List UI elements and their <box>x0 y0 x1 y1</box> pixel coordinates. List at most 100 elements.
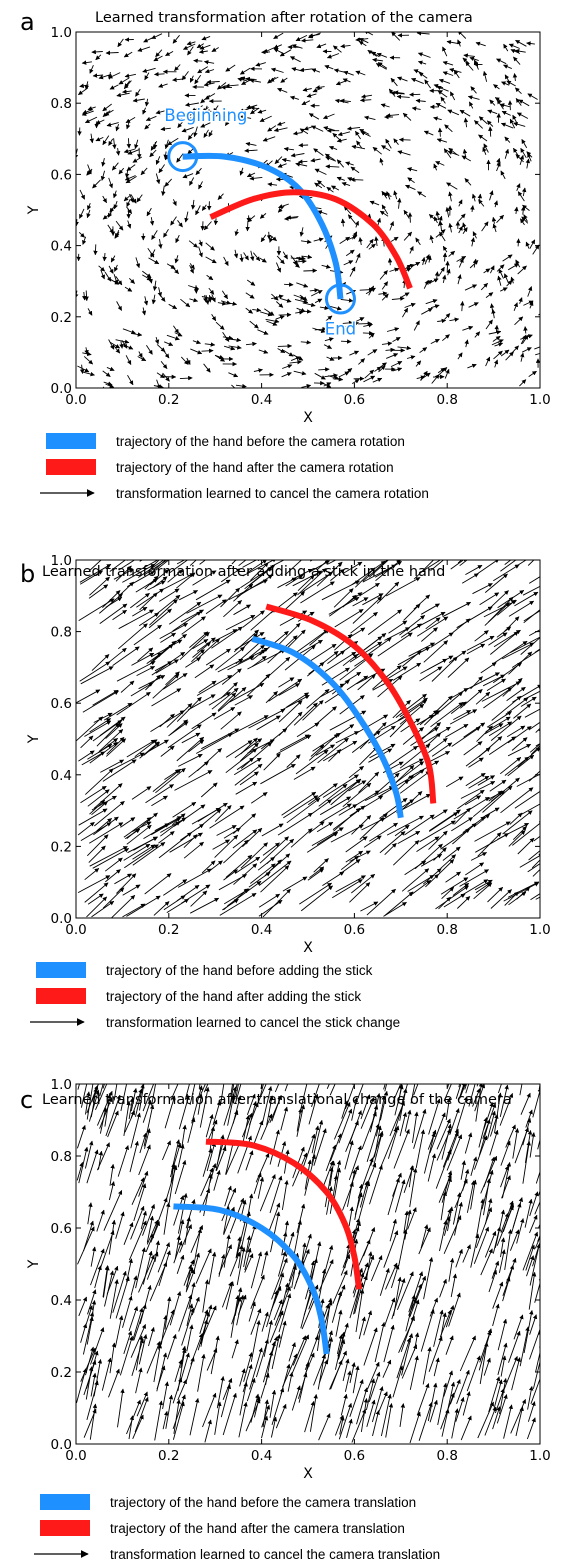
field-arrow <box>108 277 120 285</box>
field-arrow <box>295 749 329 775</box>
field-arrow <box>176 1254 185 1274</box>
field-arrow <box>334 98 349 104</box>
field-arrow <box>433 1309 444 1347</box>
field-arrow <box>329 1133 342 1162</box>
field-arrow <box>407 167 418 172</box>
field-arrow <box>149 217 155 226</box>
field-arrow <box>181 71 189 81</box>
field-arrow <box>150 1221 160 1243</box>
field-arrow <box>477 775 495 786</box>
field-arrow <box>302 87 312 92</box>
field-arrow <box>428 1336 443 1372</box>
field-arrow <box>238 560 247 567</box>
field-arrow <box>296 282 309 288</box>
field-arrow <box>260 560 262 561</box>
field-arrow <box>460 1415 472 1441</box>
field-arrow <box>479 592 500 606</box>
field-arrow <box>366 888 396 916</box>
field-arrow <box>291 568 313 581</box>
field-arrow <box>270 235 277 242</box>
field-arrow <box>217 193 224 200</box>
field-arrow <box>303 268 318 273</box>
field-arrow <box>79 208 85 219</box>
field-arrow <box>345 249 355 257</box>
field-arrow <box>491 216 497 224</box>
field-arrow <box>399 703 425 725</box>
field-arrow <box>259 115 272 122</box>
field-arrow <box>109 1279 119 1319</box>
field-arrow <box>402 112 412 121</box>
field-arrow <box>336 138 347 143</box>
field-arrow <box>299 227 305 237</box>
field-arrow <box>397 699 428 722</box>
field-arrow <box>240 842 268 869</box>
field-arrow <box>379 157 384 166</box>
field-arrow <box>158 832 192 859</box>
field-arrow <box>492 223 497 233</box>
field-arrow <box>126 1258 133 1283</box>
field-arrow <box>160 1314 168 1345</box>
field-arrow <box>520 696 537 707</box>
field-arrow <box>462 222 467 230</box>
field-arrow <box>246 560 268 574</box>
field-arrow <box>76 1124 86 1149</box>
field-arrow <box>442 61 454 66</box>
field-arrow <box>515 1406 524 1437</box>
field-arrow <box>525 1109 533 1128</box>
field-arrow <box>448 222 453 233</box>
field-arrow <box>87 1202 93 1225</box>
field-arrow <box>118 167 125 175</box>
field-arrow <box>451 817 473 832</box>
field-arrow <box>279 49 292 57</box>
field-arrow <box>180 1345 187 1369</box>
field-arrow <box>109 205 116 213</box>
field-arrow <box>160 817 187 833</box>
legend-label: trajectory of the hand after the camera … <box>110 1521 405 1536</box>
field-arrow <box>470 86 477 94</box>
field-arrow <box>173 325 179 334</box>
field-arrow <box>538 1329 540 1335</box>
field-arrow <box>302 309 312 314</box>
field-arrow <box>318 1413 331 1441</box>
field-arrow <box>231 1339 239 1359</box>
field-arrow <box>191 712 217 730</box>
field-arrow <box>416 616 449 637</box>
field-arrow <box>309 866 325 879</box>
field-arrow <box>107 224 114 234</box>
y-tick-label: 0.2 <box>51 310 72 326</box>
field-arrow <box>367 49 378 57</box>
field-arrow <box>129 560 159 576</box>
field-arrow <box>502 810 533 835</box>
field-arrow <box>397 830 421 844</box>
field-arrow <box>102 103 112 112</box>
field-arrow <box>311 68 321 73</box>
field-arrow <box>176 736 205 762</box>
field-arrow <box>140 167 148 176</box>
field-arrow <box>109 84 119 90</box>
field-arrow <box>139 1284 152 1325</box>
field-arrow <box>331 879 363 899</box>
field-arrow <box>479 1330 492 1363</box>
field-arrow <box>437 859 455 876</box>
field-arrow <box>159 713 175 728</box>
field-arrow <box>172 77 186 82</box>
field-arrow <box>348 235 358 240</box>
field-arrow <box>181 616 206 635</box>
field-arrow <box>514 316 524 326</box>
field-arrow <box>485 356 491 367</box>
field-arrow <box>118 77 130 85</box>
field-arrow <box>457 352 463 360</box>
field-arrow <box>284 560 303 576</box>
field-arrow <box>262 136 276 142</box>
field-arrow <box>350 611 378 634</box>
field-arrow <box>436 138 448 143</box>
field-arrow <box>130 682 154 697</box>
field-arrow <box>485 292 494 298</box>
field-arrow <box>98 729 124 752</box>
field-arrow <box>437 367 446 374</box>
field-arrow <box>259 311 273 317</box>
field-arrow <box>152 280 158 291</box>
field-arrow <box>276 121 286 126</box>
field-arrow <box>381 204 389 215</box>
field-arrow <box>458 199 463 207</box>
